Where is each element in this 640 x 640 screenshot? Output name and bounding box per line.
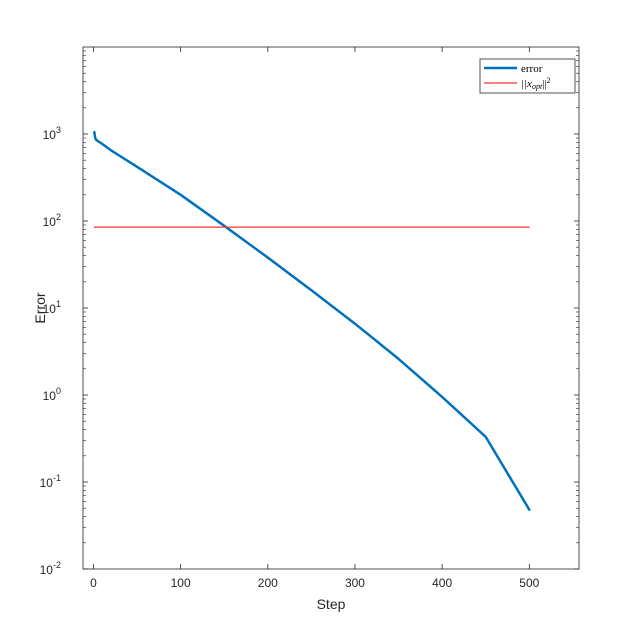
series-layer xyxy=(93,130,531,511)
legend-label-xopt-sub: opt xyxy=(532,82,543,91)
x-tick-label: 400 xyxy=(432,576,452,590)
y-tick-label: 103 xyxy=(43,125,61,142)
y-tick-label-exponent: 0 xyxy=(56,386,61,396)
y-tick-label-base: 10 xyxy=(43,128,57,142)
x-tick-label: 300 xyxy=(345,576,365,590)
x-tick-label: 100 xyxy=(171,576,191,590)
legend-label-xopt-main: ||x xyxy=(521,78,532,90)
legend-label-error: error xyxy=(521,63,543,75)
legend-box xyxy=(479,58,576,94)
legend-label-xopt-sup: 2 xyxy=(547,76,551,85)
y-axis-label: Error xyxy=(32,292,48,323)
legend-label-xopt: ||xopt||2 xyxy=(521,76,551,91)
x-tick-label: 500 xyxy=(519,576,539,590)
plot-area xyxy=(83,47,579,569)
y-tick-label-exponent: 2 xyxy=(56,212,61,222)
x-tick-label: 0 xyxy=(90,576,97,590)
y-tick-label: 10-1 xyxy=(40,473,61,490)
x-tick-label: 200 xyxy=(258,576,278,590)
y-tick-label-base: 10 xyxy=(40,563,54,577)
y-tick-label-base: 10 xyxy=(43,389,57,403)
y-tick-label-base: 10 xyxy=(43,302,57,316)
y-tick-label-exponent: 3 xyxy=(56,125,61,135)
y-tick-label: 100 xyxy=(43,386,61,403)
x-axis-label: Step xyxy=(317,596,346,612)
y-tick-label-base: 10 xyxy=(40,476,54,490)
y-tick-label-exponent: -1 xyxy=(53,473,61,483)
y-tick-label-exponent: -2 xyxy=(53,560,61,570)
y-tick-label-base: 10 xyxy=(43,215,57,229)
y-tick-label: 10-2 xyxy=(40,560,61,577)
series-line-0 xyxy=(93,130,531,511)
y-tick-label: 101 xyxy=(43,299,61,316)
legend-label-xopt-tail: || xyxy=(542,78,546,90)
legend: error ||xopt||2 xyxy=(479,58,576,94)
y-tick-label: 102 xyxy=(43,212,61,229)
y-tick-label-exponent: 1 xyxy=(56,299,61,309)
